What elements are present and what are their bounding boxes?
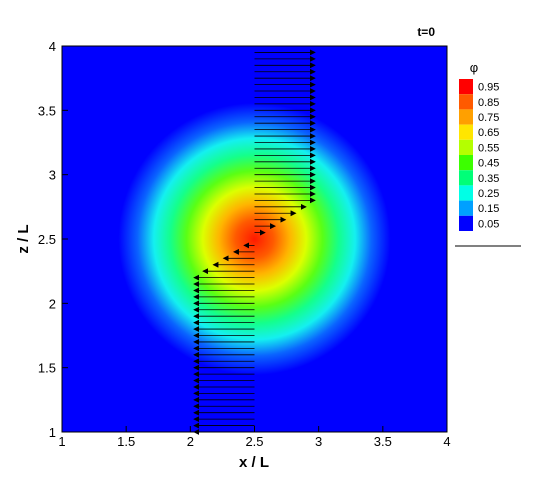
colorbar-label: 0.05 [478,218,499,230]
colorbar-label: 0.95 [478,82,499,94]
colorbar-swatch [459,170,473,186]
colorbar-swatch [459,109,473,125]
colorbar-swatch [459,215,473,231]
x-tick-label: 3 [315,434,322,449]
y-axis-title: z / L [15,224,32,253]
time-label: t=0 [417,25,435,39]
x-tick-label: 2.5 [245,434,263,449]
colorbar-label: 0.85 [478,97,499,109]
colorbar-label: 0.75 [478,112,499,124]
colorbar-label: 0.15 [478,203,499,215]
y-tick-label: 2 [49,296,56,311]
y-axis-ticks: 1 1.5 2 2.5 3 3.5 4 [38,39,68,440]
colorbar-swatch [459,155,473,171]
colorbar-legend: φ 0.95 0.85 0.75 0.65 0.55 0.45 0.35 0.25 0.15 0.… [459,60,499,231]
x-tick-label: 1.5 [117,434,135,449]
colorbar-swatch [459,185,473,201]
colorbar-swatch [459,94,473,110]
x-axis-title: x / L [239,454,269,471]
colorbar-label: 0.25 [478,188,499,200]
x-tick-label: 1 [58,434,65,449]
phi-field-blob [118,102,391,376]
colorbar-swatch [459,79,473,95]
colorbar-label: 0.35 [478,173,499,185]
plot-area [61,45,448,435]
colorbar-label: 0.65 [478,127,499,139]
x-tick-label: 4 [443,434,450,449]
colorbar-swatch [459,124,473,140]
velocity-vectors [193,49,316,435]
x-tick-label: 2 [187,434,194,449]
colorbar-label: 0.55 [478,142,499,154]
y-tick-label: 2.5 [38,232,56,247]
y-tick-label: 3 [49,168,56,183]
colorbar-title: φ [470,60,478,75]
y-tick-label: 3.5 [38,103,56,118]
y-tick-label: 1.5 [38,361,56,376]
colorbar-label: 0.45 [478,158,499,170]
y-tick-label: 4 [49,39,56,54]
colorbar-swatch [459,200,473,216]
colorbar-swatch [459,139,473,155]
x-tick-label: 3.5 [374,434,392,449]
y-tick-label: 1 [49,425,56,440]
x-axis-ticks: 1 1.5 2 2.5 3 3.5 4 [58,426,451,449]
